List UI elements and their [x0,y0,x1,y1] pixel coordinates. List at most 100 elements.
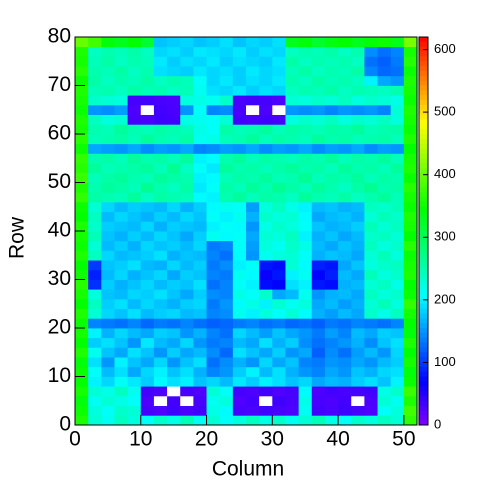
cell [219,269,234,280]
cell [377,405,392,416]
colorbar-segment [419,158,428,164]
cell [219,104,234,115]
cell [390,250,405,261]
cell [193,298,207,309]
cell [180,46,194,57]
cell [206,240,221,251]
cell [180,366,194,377]
cell [338,182,352,193]
cell [390,153,405,164]
cell [114,337,129,348]
cell [101,56,115,67]
cell [351,366,365,377]
cell [403,56,418,67]
x-tick-label: 10 [129,428,152,451]
cell [324,357,339,368]
cell [246,95,260,106]
cell [193,172,207,183]
cell [193,221,207,232]
cell [311,163,326,174]
cell [324,318,339,329]
cell [206,153,221,164]
cell [101,221,115,232]
colorbar-tick-label: 100 [434,354,456,369]
cell [180,37,194,48]
cell [88,269,102,280]
cell [167,75,181,86]
cell [298,46,313,57]
cell [114,318,129,329]
cell [285,143,300,154]
cell [167,134,181,145]
cell [140,211,155,222]
cell [140,153,155,164]
cell [364,46,378,57]
cell [338,395,352,406]
cell [232,172,247,183]
colorbar-tick-label: 500 [434,104,456,119]
colorbar-segment [419,357,428,363]
cell [167,201,181,212]
cell [101,192,115,203]
cell [351,192,365,203]
cell [246,240,260,251]
cell [311,376,326,387]
cell [167,182,181,193]
cell [259,260,273,271]
colorbar-segment [419,347,428,353]
cell [259,231,273,242]
cell [259,318,273,329]
cell [246,415,260,426]
cell [180,415,194,426]
cell [246,75,260,86]
cell [180,405,194,416]
cell [167,163,181,174]
cell [377,134,392,145]
cell [364,260,378,271]
cell [206,395,221,406]
cell [311,37,326,48]
colorbar-segment [419,279,428,285]
colorbar-segment [419,284,428,290]
cell [140,318,155,329]
cell [114,56,129,67]
x-axis-label: Column [212,458,284,481]
cell [272,182,286,193]
cell [311,211,326,222]
cell [127,376,142,387]
colorbar-segment [419,308,428,314]
cell [232,347,247,358]
cell [114,405,129,416]
cell [298,56,313,67]
cell [338,66,352,77]
cell [351,240,365,251]
cell [324,134,339,145]
cell [285,318,300,329]
cell [75,405,89,416]
cell [88,231,102,242]
cell [403,153,418,164]
cell [193,211,207,222]
cell [127,192,142,203]
cell [246,211,260,222]
cell [127,328,142,339]
cell [298,298,313,309]
cell [153,337,168,348]
cell [324,415,339,426]
cell [311,298,326,309]
cell [285,104,300,115]
cell [140,134,155,145]
cell [206,37,221,48]
cell [272,308,286,319]
cell [272,56,286,67]
cell [101,134,115,145]
cell [364,85,378,96]
cell [285,376,300,387]
cell [193,143,207,154]
cell [272,415,286,426]
cell [272,231,286,242]
cell [298,347,313,358]
colorbar-segment [419,201,428,208]
cell [167,46,181,57]
cell [246,182,260,193]
